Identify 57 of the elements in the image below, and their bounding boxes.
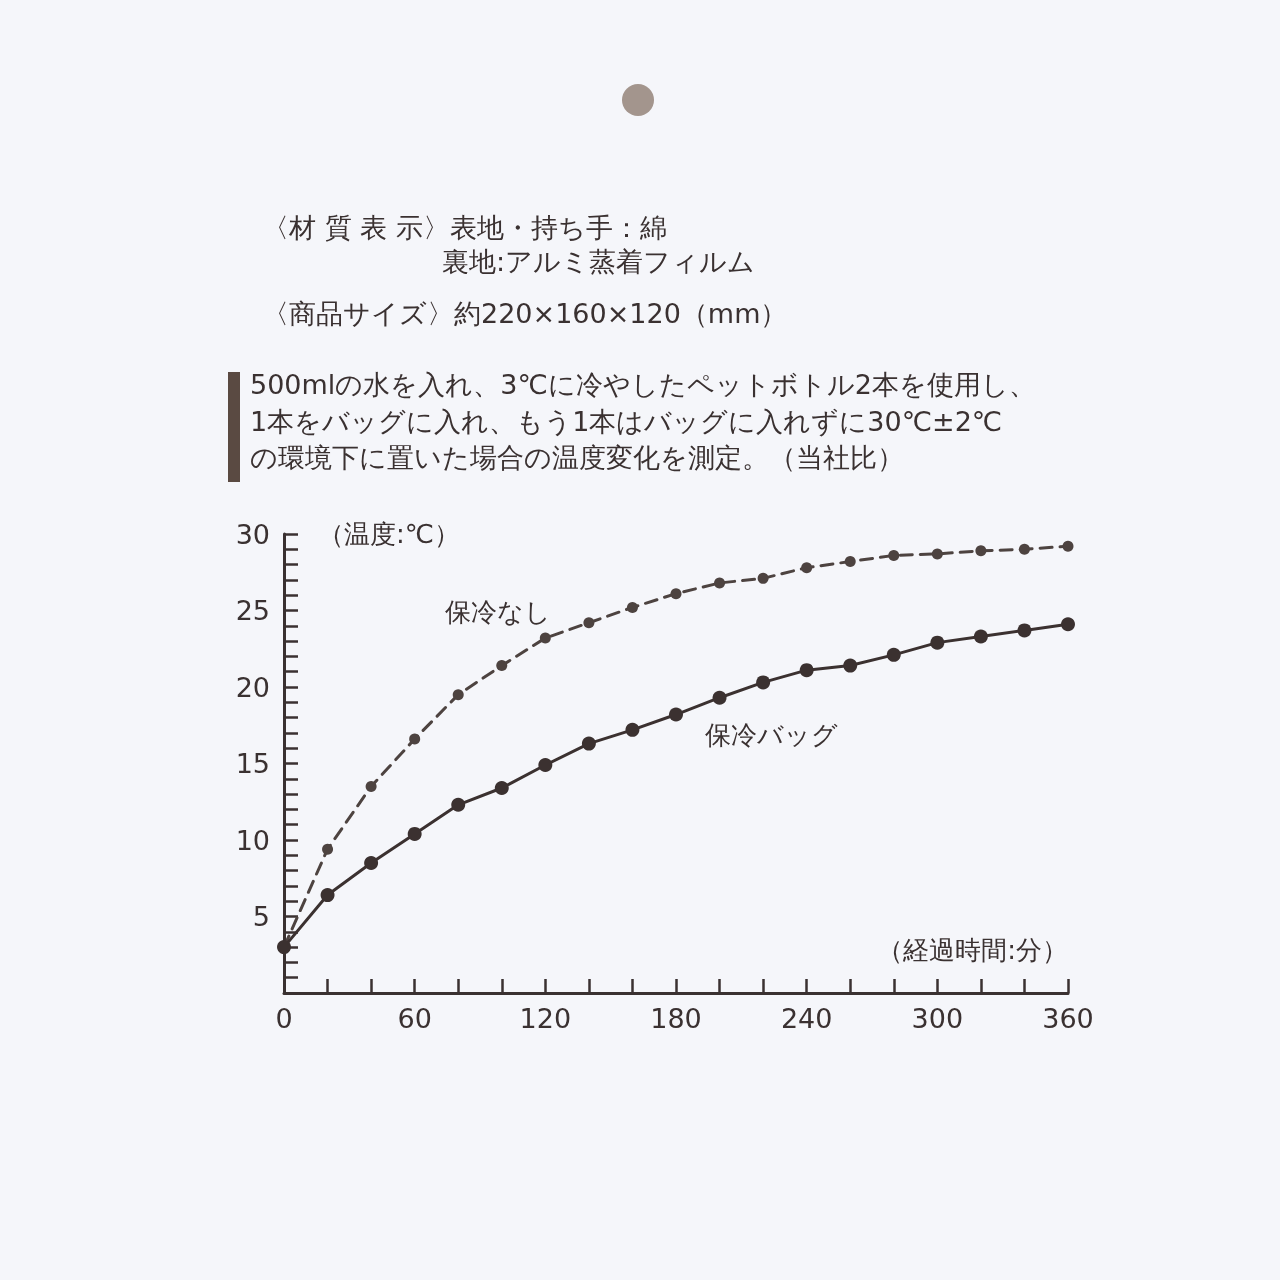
point	[801, 562, 813, 574]
x-tick-label: 120	[519, 1003, 572, 1034]
y-tick-label: 5	[252, 901, 270, 932]
point	[843, 658, 858, 673]
y-tick-label: 15	[235, 748, 270, 779]
point	[538, 758, 553, 773]
point	[409, 733, 421, 745]
x-tick-label: 360	[1042, 1003, 1094, 1034]
point	[496, 660, 508, 672]
y-tick-label: 30	[235, 518, 270, 550]
chart-subtitle: 500mlの水を入れ、3℃に冷やしたペットボトル2本を使用し、 1本をバッグに入れ、もう1本はバッグに入れずに30℃±2℃ の環境下に置いた場合の温度変化を測定。（当社比）	[250, 368, 1038, 475]
point	[494, 780, 509, 795]
point	[583, 617, 595, 629]
point	[670, 588, 682, 600]
point	[1017, 623, 1032, 638]
point	[756, 675, 771, 690]
text: 〈材 質 表 示〉表地・持ち手：綿	[262, 212, 667, 244]
point	[931, 548, 943, 560]
point	[625, 722, 640, 737]
series-label: 保冷バッグ	[704, 720, 838, 751]
point	[407, 826, 422, 841]
y-tick-label: 10	[235, 824, 270, 856]
y-tick-label: 25	[235, 595, 270, 626]
point	[714, 577, 726, 589]
point	[322, 843, 334, 855]
point	[626, 601, 638, 613]
point	[799, 663, 814, 678]
point	[364, 855, 379, 870]
point	[757, 572, 769, 584]
point	[886, 647, 901, 662]
series-label: 保冷なし	[444, 597, 551, 628]
x-tick-label: 240	[780, 1003, 833, 1034]
point	[973, 629, 988, 644]
text: 裏地:アルミ蒸着フィルム	[442, 246, 756, 278]
x-tick-label: 60	[397, 1003, 432, 1034]
point	[451, 797, 466, 812]
x-tick-label: 0	[275, 1003, 293, 1034]
point	[581, 736, 596, 751]
y-axis-title: （温度:℃）	[318, 519, 460, 549]
point	[320, 888, 335, 903]
point	[888, 549, 900, 561]
point	[1061, 617, 1075, 632]
text: 〈商品サイズ〉約220×160×120（mm）	[262, 298, 788, 330]
point	[365, 780, 377, 792]
point	[1062, 540, 1074, 552]
point	[452, 689, 464, 701]
point	[539, 632, 551, 644]
point	[930, 635, 945, 650]
point	[1018, 543, 1030, 555]
point	[712, 690, 727, 705]
point	[669, 707, 683, 722]
point	[844, 556, 856, 568]
x-axis-title: （経過時間:分）	[877, 935, 1068, 965]
point	[975, 545, 987, 557]
x-tick-label: 180	[650, 1003, 702, 1034]
x-tick-label: 300	[911, 1003, 964, 1034]
y-tick-label: 20	[235, 671, 270, 703]
